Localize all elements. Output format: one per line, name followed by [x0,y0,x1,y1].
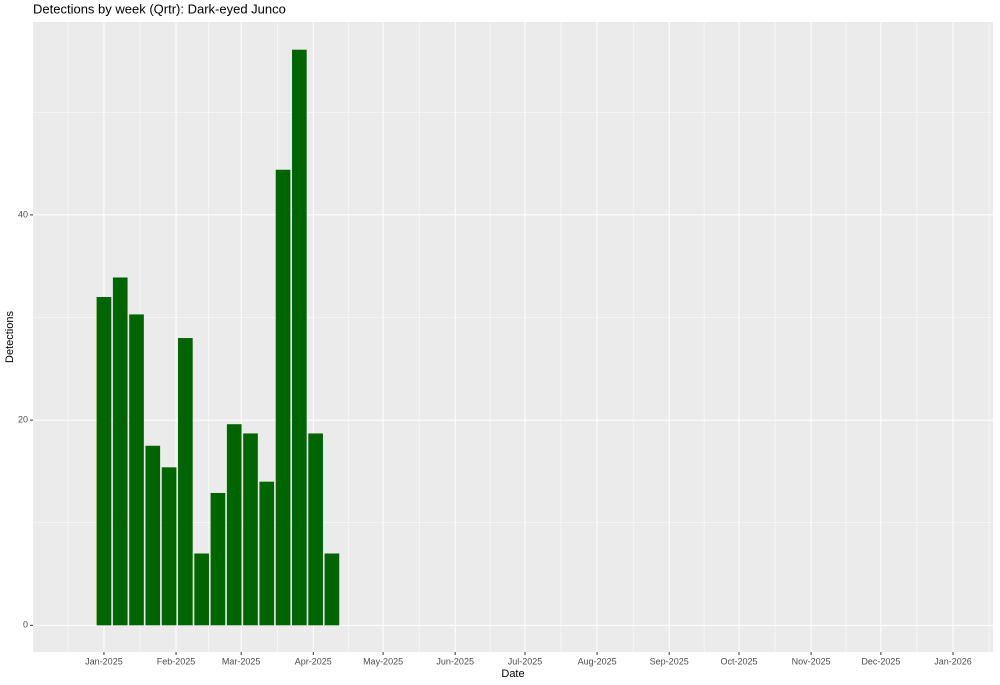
y-axis-title: Detections [4,311,16,363]
bar [243,433,258,626]
x-tick-label: Jan-2026 [934,656,972,666]
x-tick-label: Jul-2025 [508,656,543,666]
bar [96,296,112,626]
bar [161,467,177,626]
x-tick-label: Mar-2025 [222,656,261,666]
bar [324,553,340,626]
x-tick-label: May-2025 [363,656,403,666]
x-tick-label: Sep-2025 [650,656,689,666]
bar [275,169,291,626]
bar [292,49,307,626]
y-tick-label: 40 [18,209,28,219]
bar [210,492,226,626]
y-tick-label: 20 [18,414,28,424]
chart-title: Detections by week (Qrtr): Dark-eyed Jun… [33,1,286,16]
x-tick-label: Jun-2025 [436,656,474,666]
bar [308,433,323,626]
x-tick-label: Aug-2025 [578,656,617,666]
x-tick-label: Apr-2025 [295,656,332,666]
bar [112,277,128,626]
bar [194,553,209,626]
bar [259,481,275,626]
bar [226,424,242,626]
y-tick-label: 0 [23,620,28,630]
bar [129,314,144,626]
x-axis-title: Date [501,668,524,680]
x-tick-label: Dec-2025 [861,656,900,666]
x-tick-label: Jan-2025 [85,656,123,666]
x-tick-label: Oct-2025 [720,656,757,666]
x-tick-label: Nov-2025 [792,656,831,666]
bar [178,338,193,626]
x-tick-label: Feb-2025 [157,656,196,666]
bar [145,445,161,626]
plot-panel [33,22,993,652]
